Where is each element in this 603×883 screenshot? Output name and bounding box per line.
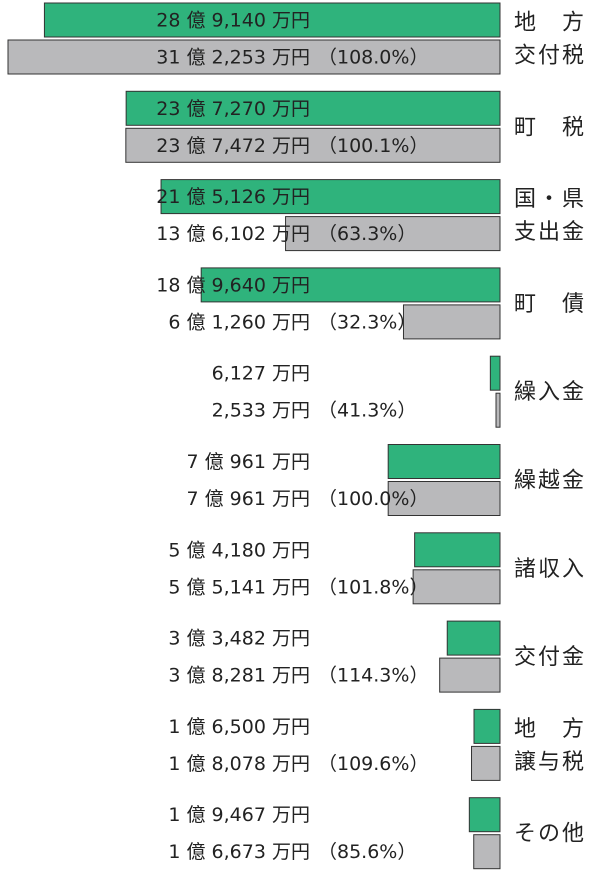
bar (495, 392, 501, 428)
value-label: 5 億 5,141 万円 (168, 576, 310, 598)
value-label: 1 億 6,673 万円 (168, 841, 310, 863)
value-label: 7 億 961 万円 (187, 488, 310, 510)
bar (7, 39, 501, 75)
value-label: 31 億 2,253 万円 (156, 47, 310, 69)
bar (473, 834, 501, 870)
ratio-label: （85.6%） (318, 841, 416, 863)
ratio-label: （63.3%） (318, 223, 416, 245)
value-label: 3 億 8,281 万円 (168, 665, 310, 687)
category-label: 譲与税 (514, 750, 586, 775)
value-label: 6,127 万円 (212, 363, 310, 385)
bar (414, 532, 501, 568)
bar (446, 620, 501, 656)
value-label: 23 億 7,472 万円 (156, 135, 310, 157)
bar (439, 657, 501, 693)
bar (387, 444, 501, 479)
ratio-label: （108.0%） (318, 47, 428, 69)
value-label: 6 億 1,260 万円 (168, 311, 310, 333)
ratio-label: （109.6%） (318, 753, 428, 775)
bar (412, 569, 501, 605)
value-label: 2,533 万円 (212, 400, 310, 422)
value-label: 21 億 5,126 万円 (156, 186, 310, 208)
category-label: 繰入金 (514, 380, 586, 405)
value-label: 13 億 6,102 万円 (156, 223, 310, 245)
bar (285, 216, 501, 252)
bar (471, 745, 501, 781)
bar (125, 90, 501, 126)
category-label: 地 方 (514, 11, 586, 36)
value-label: 5 億 4,180 万円 (168, 539, 310, 561)
bar (387, 481, 501, 516)
category-label: 地 方 (514, 717, 586, 742)
category-label: 繰越金 (514, 469, 586, 494)
value-label: 1 億 8,078 万円 (168, 753, 310, 775)
ratio-label: （41.3%） (318, 400, 416, 422)
value-label: 3 億 3,482 万円 (168, 628, 310, 650)
value-label: 1 億 9,467 万円 (168, 804, 310, 826)
bar (468, 797, 501, 833)
ratio-label: （101.8%） (318, 576, 428, 598)
value-label: 1 億 6,500 万円 (168, 716, 310, 738)
category-label: 国・県 (514, 187, 586, 212)
bar (489, 355, 501, 391)
category-label: 交付税 (514, 44, 586, 69)
ratio-label: （114.3%） (318, 665, 428, 687)
category-label: 町 税 (514, 115, 586, 140)
ratio-label: （32.3%） (318, 311, 416, 333)
value-label: 23 億 7,270 万円 (156, 98, 310, 120)
bar (43, 2, 501, 38)
category-label: 支出金 (514, 220, 586, 245)
value-label: 28 億 9,140 万円 (156, 10, 310, 32)
ratio-label: （100.0%） (318, 488, 428, 510)
category-label: 交付金 (514, 645, 586, 670)
category-label: 町 債 (514, 292, 586, 317)
category-label: 諸収入 (514, 557, 586, 582)
value-label: 7 億 961 万円 (187, 451, 310, 473)
bar (200, 267, 501, 303)
ratio-label: （100.1%） (318, 135, 428, 157)
bar (402, 304, 501, 340)
bar (125, 127, 501, 163)
bar (473, 708, 501, 744)
bar (160, 179, 501, 215)
category-label: その他 (514, 822, 586, 847)
value-label: 18 億 9,640 万円 (156, 274, 310, 296)
